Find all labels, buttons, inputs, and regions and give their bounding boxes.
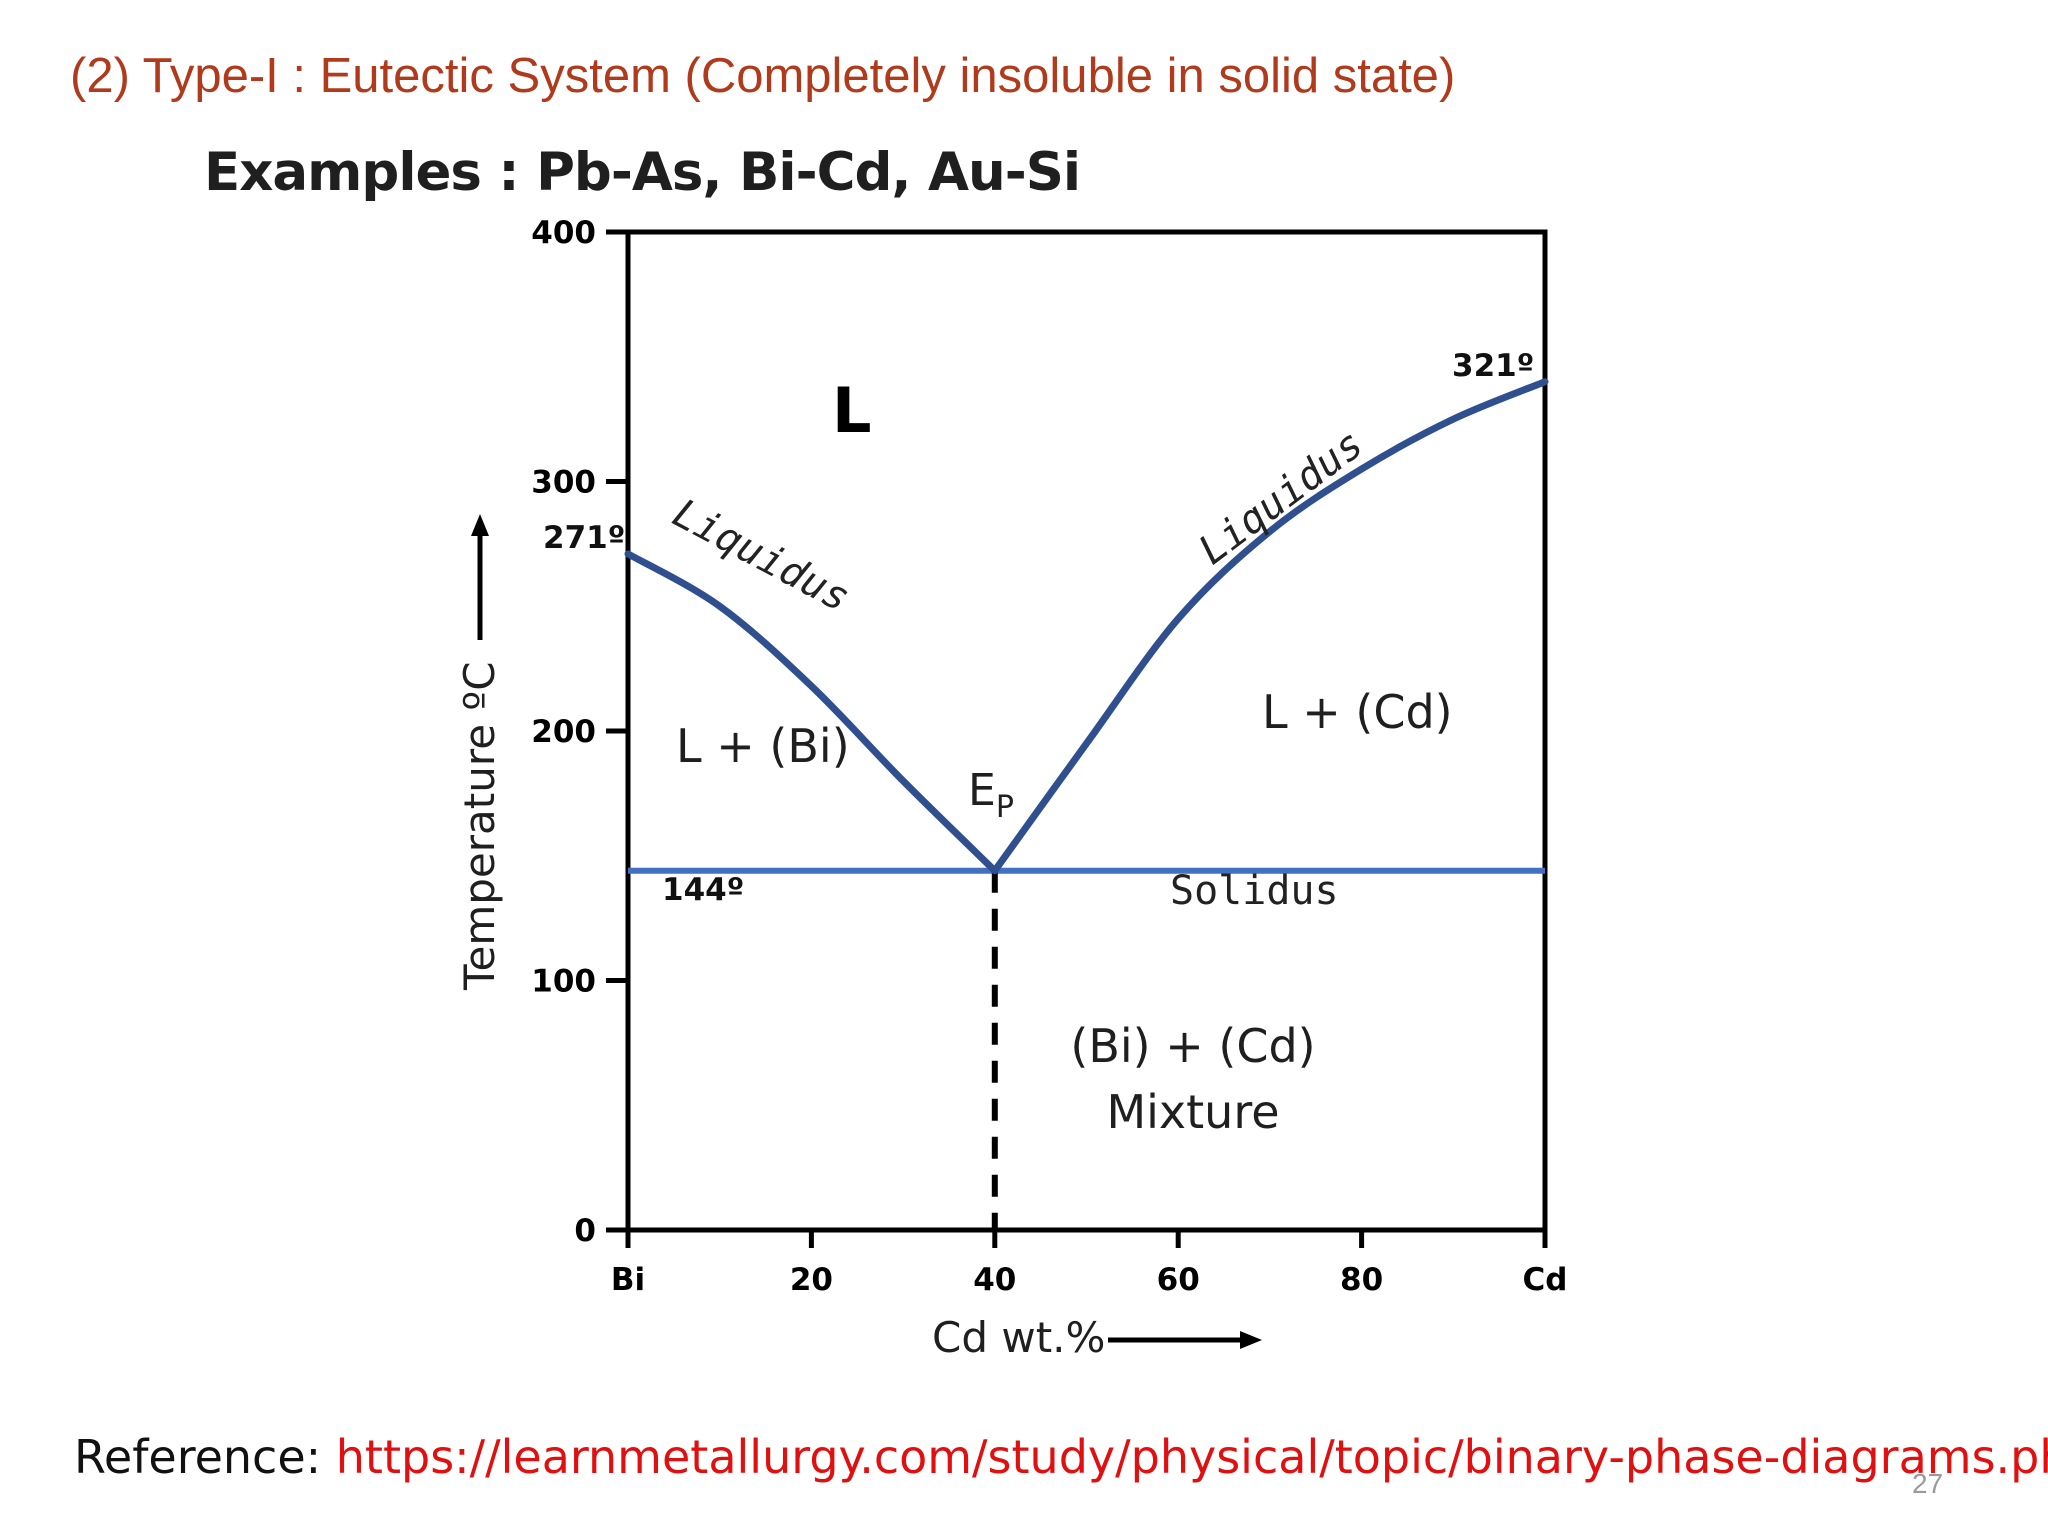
slide-title: (2) Type-I : Eutectic System (Completely… [70, 49, 1456, 103]
region-liquid-cd-label: L + (Cd) [1262, 685, 1453, 739]
eutectic-temperature-label: 144º [662, 872, 744, 908]
cd-melting-label: 321º [1452, 348, 1534, 384]
reference-link[interactable]: https://learnmetallurgy.com/study/physic… [335, 1430, 2048, 1484]
x-tick-label: Cd [1523, 1262, 1568, 1298]
region-liquid-label: L [832, 374, 872, 447]
liquidus-left-label: Liquidus [665, 490, 857, 621]
x-tick-label: 20 [790, 1262, 833, 1298]
y-tick-label: 200 [531, 714, 596, 750]
y-tick-label: 400 [531, 215, 596, 251]
bi-melting-label: 271º [543, 520, 625, 556]
page-number: 27 [1912, 1468, 1944, 1499]
liquidus-left-curve [624, 550, 999, 875]
y-axis-arrow [471, 514, 489, 640]
y-axis-label: Temperature ºC [455, 661, 504, 991]
examples-heading: Examples : Pb-As, Bi-Cd, Au-Si [204, 142, 1081, 203]
y-tick-label: 100 [531, 964, 596, 1000]
region-liquid-bi-label: L + (Bi) [676, 719, 850, 773]
reference-label: Reference: [74, 1430, 336, 1484]
x-axis-label: Cd wt.% [932, 1313, 1105, 1362]
region-mixture-label: Mixture [1106, 1085, 1279, 1139]
solidus-label: Solidus [1170, 868, 1339, 914]
x-tick-label: 40 [973, 1262, 1016, 1298]
x-tick-label: Bi [611, 1262, 645, 1298]
y-tick-label: 0 [574, 1213, 596, 1249]
liquidus-right-label: Liquidus [1190, 421, 1372, 574]
x-tick-label: 60 [1157, 1262, 1200, 1298]
x-tick-label: 80 [1340, 1262, 1383, 1298]
y-tick-label: 300 [531, 465, 596, 501]
region-solid-mixture-label: (Bi) + (Cd) [1070, 1019, 1315, 1073]
reference-line: Reference: https://learnmetallurgy.com/s… [74, 1430, 2048, 1484]
x-axis-arrow [1108, 1331, 1262, 1349]
eutectic-point-label: EP [968, 765, 1014, 825]
liquidus-right-curve [991, 378, 1549, 875]
